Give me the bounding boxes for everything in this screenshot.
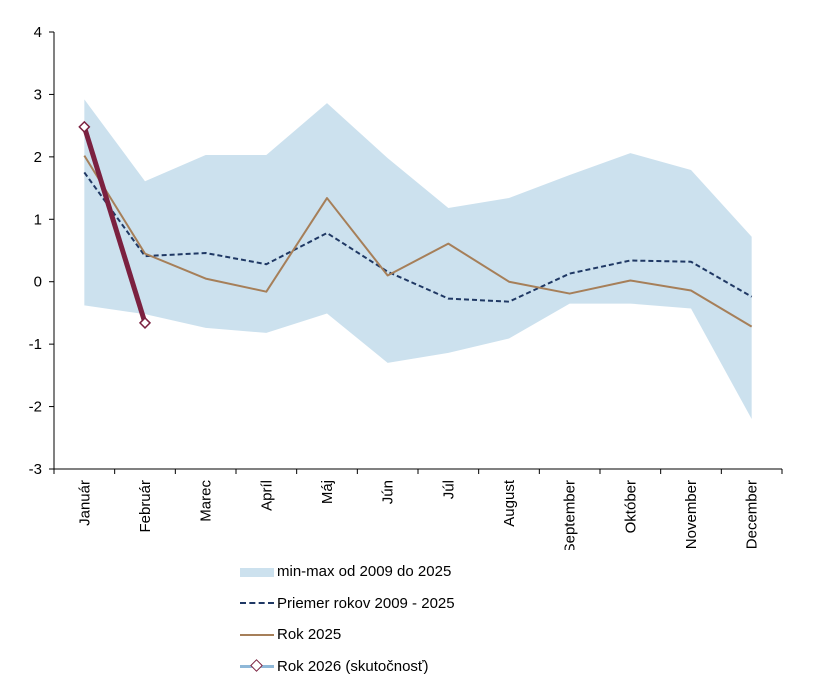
chart: 4 3 2 1 0 -1 -2 -3 Január Február Marec Apríl Máj Jú… xyxy=(29,24,783,550)
legend-swatch-band xyxy=(240,564,274,580)
x-tick-label: August xyxy=(501,479,518,527)
legend-item-average: Priemer rokov 2009 - 2025 xyxy=(240,588,455,620)
diamond-marker-icon xyxy=(250,659,263,673)
series-line xyxy=(81,126,148,324)
y-tick-label: 0 xyxy=(34,274,42,291)
series-2 xyxy=(78,120,152,329)
legend-label: Rok 2025 xyxy=(277,626,342,644)
series-0 xyxy=(83,171,753,303)
x-tick-label: Január xyxy=(76,480,93,526)
y-tick-label: 4 xyxy=(34,24,42,41)
legend-label: Priemer rokov 2009 - 2025 xyxy=(277,594,455,612)
y-axis-ticks: 4 3 2 1 0 -1 -2 -3 xyxy=(29,24,54,478)
legend-item-2026: Rok 2026 (skutočnosť) xyxy=(240,651,455,683)
x-tick-label: Február xyxy=(137,480,154,533)
legend-swatch-solid xyxy=(240,627,274,643)
series-line xyxy=(83,171,753,303)
x-tick-label: Júl xyxy=(440,480,457,499)
y-tick-label: 1 xyxy=(34,211,42,228)
x-tick-label: November xyxy=(683,480,700,549)
x-tick-label: Október xyxy=(622,480,639,533)
data-point-marker xyxy=(78,120,91,133)
series-1 xyxy=(83,155,753,328)
x-tick-label: Jún xyxy=(380,480,397,504)
x-tick-label: Apríl xyxy=(258,480,275,511)
legend-label: Rok 2026 (skutočnosť) xyxy=(277,657,429,675)
series-line xyxy=(83,155,753,328)
legend: min-max od 2009 do 2025 Priemer rokov 20… xyxy=(240,556,455,682)
x-tick-label: September xyxy=(562,480,579,550)
y-tick-label: -1 xyxy=(29,336,42,353)
y-tick-label: 2 xyxy=(34,149,42,166)
legend-swatch-marker xyxy=(240,658,274,674)
x-tick-label: December xyxy=(744,480,761,549)
y-tick-label: -3 xyxy=(29,461,42,478)
x-tick-label: Marec xyxy=(198,480,215,522)
data-point-marker xyxy=(138,316,152,329)
legend-item-min-max: min-max od 2009 do 2025 xyxy=(240,556,455,588)
y-tick-label: 3 xyxy=(34,86,42,103)
x-tick-label: Máj xyxy=(319,480,336,504)
x-axis-ticks: Január Február Marec Apríl Máj Jún Júl August Se… xyxy=(53,469,783,550)
legend-label: min-max od 2009 do 2025 xyxy=(277,563,452,581)
legend-item-2025: Rok 2025 xyxy=(240,619,455,651)
legend-swatch-dashed xyxy=(240,595,274,611)
y-tick-label: -2 xyxy=(29,399,42,416)
series-layer xyxy=(78,120,753,329)
